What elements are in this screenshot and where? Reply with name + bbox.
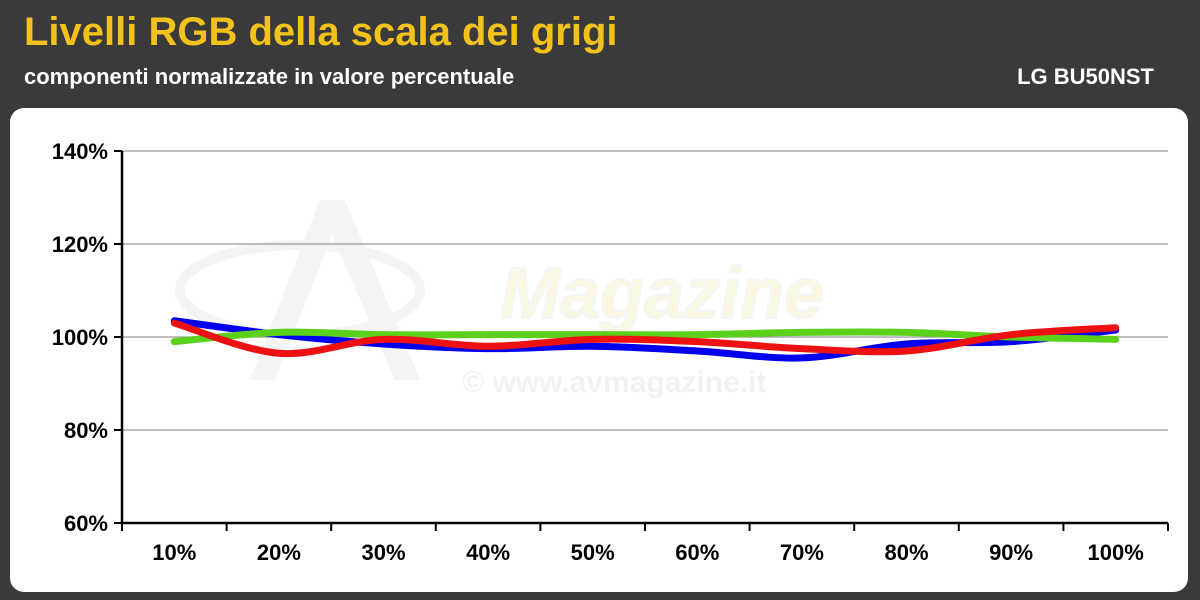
- chart-subtitle: componenti normalizzate in valore percen…: [24, 64, 515, 89]
- x-tick-label: 100%: [1088, 540, 1144, 565]
- watermark-brand: Magazine: [500, 254, 824, 334]
- x-tick-label: 20%: [257, 540, 301, 565]
- y-tick-label: 60%: [64, 511, 108, 536]
- watermark: Magazine © www.avmagazine.it: [175, 200, 825, 399]
- axes: [114, 150, 1169, 531]
- watermark-url: © www.avmagazine.it: [462, 366, 766, 399]
- model-label: LG BU50NST: [1017, 64, 1154, 89]
- chart-panel: [10, 108, 1188, 592]
- x-tick-label: 80%: [884, 540, 928, 565]
- x-tick-label: 30%: [361, 540, 405, 565]
- chart-title: Livelli RGB della scala dei grigi: [24, 10, 618, 54]
- x-tick-label: 50%: [571, 540, 615, 565]
- x-tick-label: 90%: [989, 540, 1033, 565]
- series-lines: [170, 317, 1120, 362]
- y-tick-label: 140%: [52, 139, 108, 164]
- y-tick-label: 100%: [52, 325, 108, 350]
- y-tick-label: 80%: [64, 418, 108, 443]
- y-tick-label: 120%: [52, 232, 108, 257]
- x-tick-labels: 10% 20% 30% 40% 50% 60% 70% 80% 90% 100%: [152, 540, 1144, 565]
- chart-header: Livelli RGB della scala dei grigi compon…: [0, 0, 1200, 106]
- series-line-2: [170, 328, 1120, 346]
- x-tick-label: 60%: [675, 540, 719, 565]
- x-tick-label: 10%: [152, 540, 196, 565]
- x-tick-label: 70%: [780, 540, 824, 565]
- series-line-3: [170, 319, 1120, 358]
- y-tick-labels: 60% 80% 100% 120% 140%: [52, 139, 108, 536]
- x-tick-label: 40%: [466, 540, 510, 565]
